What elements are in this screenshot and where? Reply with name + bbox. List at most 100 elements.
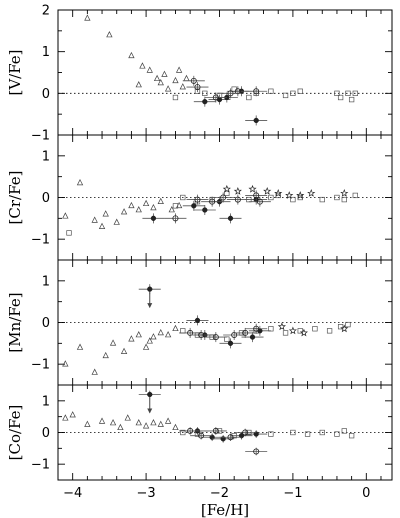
data-point-square xyxy=(268,194,274,201)
y-tick-label: 0 xyxy=(42,426,50,441)
data-point-triangle xyxy=(157,197,164,204)
data-point-star xyxy=(263,186,272,195)
y-tick-label: −1 xyxy=(31,129,50,144)
data-point-triangle xyxy=(62,212,69,219)
series-triangle xyxy=(62,324,179,375)
data-point-triangle xyxy=(135,206,142,213)
data-point-open-circle-errorbar xyxy=(256,198,263,205)
data-point-triangle xyxy=(150,203,157,211)
panel-1: 2 1 0 −1 [V/Fe] xyxy=(6,4,393,144)
y-axis-label: [Cr/Fe] xyxy=(6,171,24,225)
data-point-open-circle-errorbar xyxy=(194,84,201,91)
data-point-star xyxy=(288,326,297,335)
series-open-circle-errorbar xyxy=(179,427,268,456)
data-point-triangle xyxy=(106,31,113,38)
data-point-square xyxy=(345,90,351,96)
data-point-triangle xyxy=(142,422,150,429)
data-point-triangle xyxy=(128,201,135,209)
data-point-open-circle-errorbar xyxy=(209,198,216,205)
series-triangle xyxy=(62,411,179,431)
data-point-triangle xyxy=(109,339,117,346)
data-point-open-circle-errorbar xyxy=(190,77,197,84)
data-point-triangle xyxy=(117,423,124,431)
data-point-square xyxy=(334,90,340,96)
data-point-triangle xyxy=(135,81,142,88)
data-point-open-circle-errorbar xyxy=(234,88,241,95)
y-tick-label: 0 xyxy=(42,191,50,206)
data-point-filled-circle xyxy=(194,317,201,324)
data-point-filled-circle xyxy=(191,203,197,209)
data-point-triangle xyxy=(102,210,109,217)
x-tick-label: −1 xyxy=(283,486,302,501)
series-open-circle-errorbar xyxy=(179,323,268,343)
data-point-filled-circle xyxy=(150,215,157,221)
data-point-triangle xyxy=(76,178,84,186)
y-tick-label: 1 xyxy=(42,274,50,289)
data-point-square xyxy=(319,429,325,436)
series-star xyxy=(277,322,349,337)
data-point-star xyxy=(274,189,283,197)
data-point-square xyxy=(341,428,347,434)
data-point-square xyxy=(348,433,355,439)
data-point-open-circle-errorbar xyxy=(172,215,179,222)
data-point-triangle xyxy=(135,331,142,338)
data-point-triangle xyxy=(91,368,98,375)
arrow-head xyxy=(147,303,153,309)
data-point-triangle xyxy=(150,419,157,426)
data-point-star xyxy=(340,189,349,197)
data-point-triangle xyxy=(161,70,168,77)
series-open-circle-errorbar xyxy=(182,75,268,103)
data-point-square xyxy=(297,194,303,201)
data-point-square xyxy=(180,328,186,334)
data-point-square xyxy=(290,196,296,203)
x-tick-label: −2 xyxy=(210,486,229,501)
data-point-open-circle-errorbar xyxy=(234,196,241,203)
data-point-filled-circle xyxy=(253,117,259,124)
data-point-square xyxy=(275,192,281,199)
data-point-square xyxy=(334,431,340,437)
series-triangle xyxy=(62,178,183,229)
data-point-triangle xyxy=(124,414,131,421)
data-point-triangle xyxy=(84,14,91,21)
data-point-triangle xyxy=(128,51,135,59)
data-point-square xyxy=(268,88,274,94)
data-point-square xyxy=(66,230,72,236)
data-point-triangle xyxy=(164,85,172,92)
data-point-star xyxy=(307,189,316,197)
data-point-square xyxy=(352,192,358,199)
data-point-star xyxy=(340,324,349,333)
series-filled-circle xyxy=(138,284,271,349)
x-tick-label: −4 xyxy=(63,486,82,501)
series-square xyxy=(180,428,355,439)
data-point-open-circle-errorbar xyxy=(242,329,249,336)
data-point-square xyxy=(290,90,296,96)
series-star xyxy=(222,184,349,199)
data-point-triangle xyxy=(128,335,135,342)
panel-frame xyxy=(57,259,393,386)
series-square xyxy=(172,86,358,103)
data-point-open-circle-errorbar xyxy=(253,448,260,455)
data-point-triangle xyxy=(120,208,128,215)
data-point-open-circle-errorbar xyxy=(227,434,234,441)
data-point-triangle xyxy=(179,83,186,90)
data-point-open-circle-errorbar xyxy=(253,192,260,199)
data-point-square xyxy=(319,196,325,203)
y-tick-label: 1 xyxy=(42,149,50,164)
series-open-circle-errorbar xyxy=(164,190,271,224)
data-point-triangle xyxy=(157,328,164,336)
data-point-filled-circle xyxy=(249,334,256,340)
data-point-filled-circle xyxy=(202,207,208,213)
data-point-open-circle-errorbar xyxy=(198,432,205,439)
data-point-open-circle-errorbar xyxy=(212,334,219,341)
data-point-square xyxy=(180,194,186,201)
data-point-filled-circle xyxy=(147,286,153,292)
data-point-open-circle-errorbar xyxy=(227,90,234,97)
data-point-open-circle-errorbar xyxy=(212,94,219,101)
panel-3: 1 0 −1 [Mn/Fe] xyxy=(6,259,393,386)
x-tick-label: −3 xyxy=(137,486,156,501)
panel-frame xyxy=(57,9,393,136)
data-point-star xyxy=(248,184,257,193)
data-point-triangle xyxy=(62,360,69,367)
data-point-triangle xyxy=(62,414,69,421)
